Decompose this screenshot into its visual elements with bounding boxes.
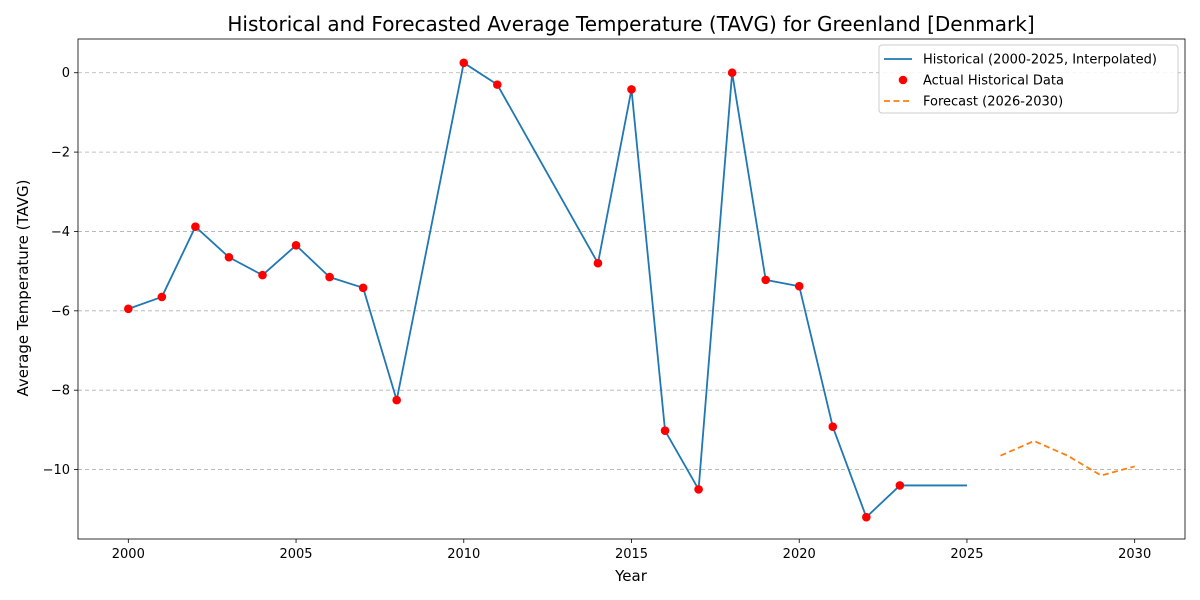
y-tick-label: −6 bbox=[51, 304, 70, 319]
x-tick-label: 2025 bbox=[950, 547, 983, 562]
y-tick-label: −10 bbox=[43, 463, 70, 478]
legend: Historical (2000-2025, Interpolated) Actu… bbox=[878, 44, 1179, 114]
x-axis-label: Year bbox=[614, 567, 648, 585]
x-tick-label: 2015 bbox=[615, 547, 648, 562]
grid bbox=[78, 72, 1185, 470]
plot-frame bbox=[77, 38, 1186, 540]
y-axis-label: Average Temperature (TAVG) bbox=[14, 179, 32, 396]
data-point bbox=[291, 241, 301, 250]
data-point bbox=[191, 222, 200, 231]
data-point bbox=[627, 85, 636, 94]
chart-title: Historical and Forecasted Average Temper… bbox=[227, 12, 1034, 36]
data-point bbox=[358, 283, 368, 293]
series-layer bbox=[124, 58, 1135, 522]
x-tick-label: 2020 bbox=[783, 547, 816, 562]
legend-label: Historical (2000-2025, Interpolated) bbox=[923, 53, 1157, 68]
data-point bbox=[459, 58, 469, 68]
legend-label: Forecast (2026-2030) bbox=[923, 95, 1063, 110]
x-tick-label: 2030 bbox=[1118, 547, 1151, 562]
y-tick-label: −4 bbox=[51, 225, 70, 240]
legend-marker bbox=[898, 75, 908, 85]
ticks: 0 −2 −4 −6 −8 −10 2000 2005 2010 2015 2020 2025 2030 bbox=[43, 66, 1152, 562]
data-point bbox=[794, 281, 804, 291]
data-point bbox=[593, 258, 603, 268]
data-point bbox=[895, 481, 905, 490]
data-point bbox=[157, 292, 167, 302]
y-tick-label: 0 bbox=[62, 66, 70, 81]
series-line-forecast-2026-2030 bbox=[1000, 440, 1135, 477]
x-tick-label: 2005 bbox=[279, 547, 312, 562]
data-point bbox=[694, 485, 703, 494]
data-point bbox=[660, 426, 670, 435]
data-point bbox=[325, 272, 334, 282]
y-tick-label: −8 bbox=[51, 384, 70, 399]
data-point bbox=[493, 80, 502, 89]
data-point bbox=[828, 422, 838, 431]
x-tick-label: 2010 bbox=[447, 547, 480, 562]
data-point bbox=[727, 68, 737, 78]
legend-label: Actual Historical Data bbox=[923, 74, 1064, 89]
data-point bbox=[392, 395, 401, 405]
data-point bbox=[258, 270, 267, 280]
data-point bbox=[124, 304, 133, 314]
x-tick-label: 2000 bbox=[112, 547, 145, 562]
data-point bbox=[761, 275, 770, 285]
legend-box bbox=[878, 44, 1179, 114]
data-point bbox=[224, 252, 234, 262]
y-tick-label: −2 bbox=[51, 146, 70, 161]
data-point bbox=[862, 512, 871, 522]
series-line-historical-2000-2025-interpolated bbox=[128, 61, 967, 519]
